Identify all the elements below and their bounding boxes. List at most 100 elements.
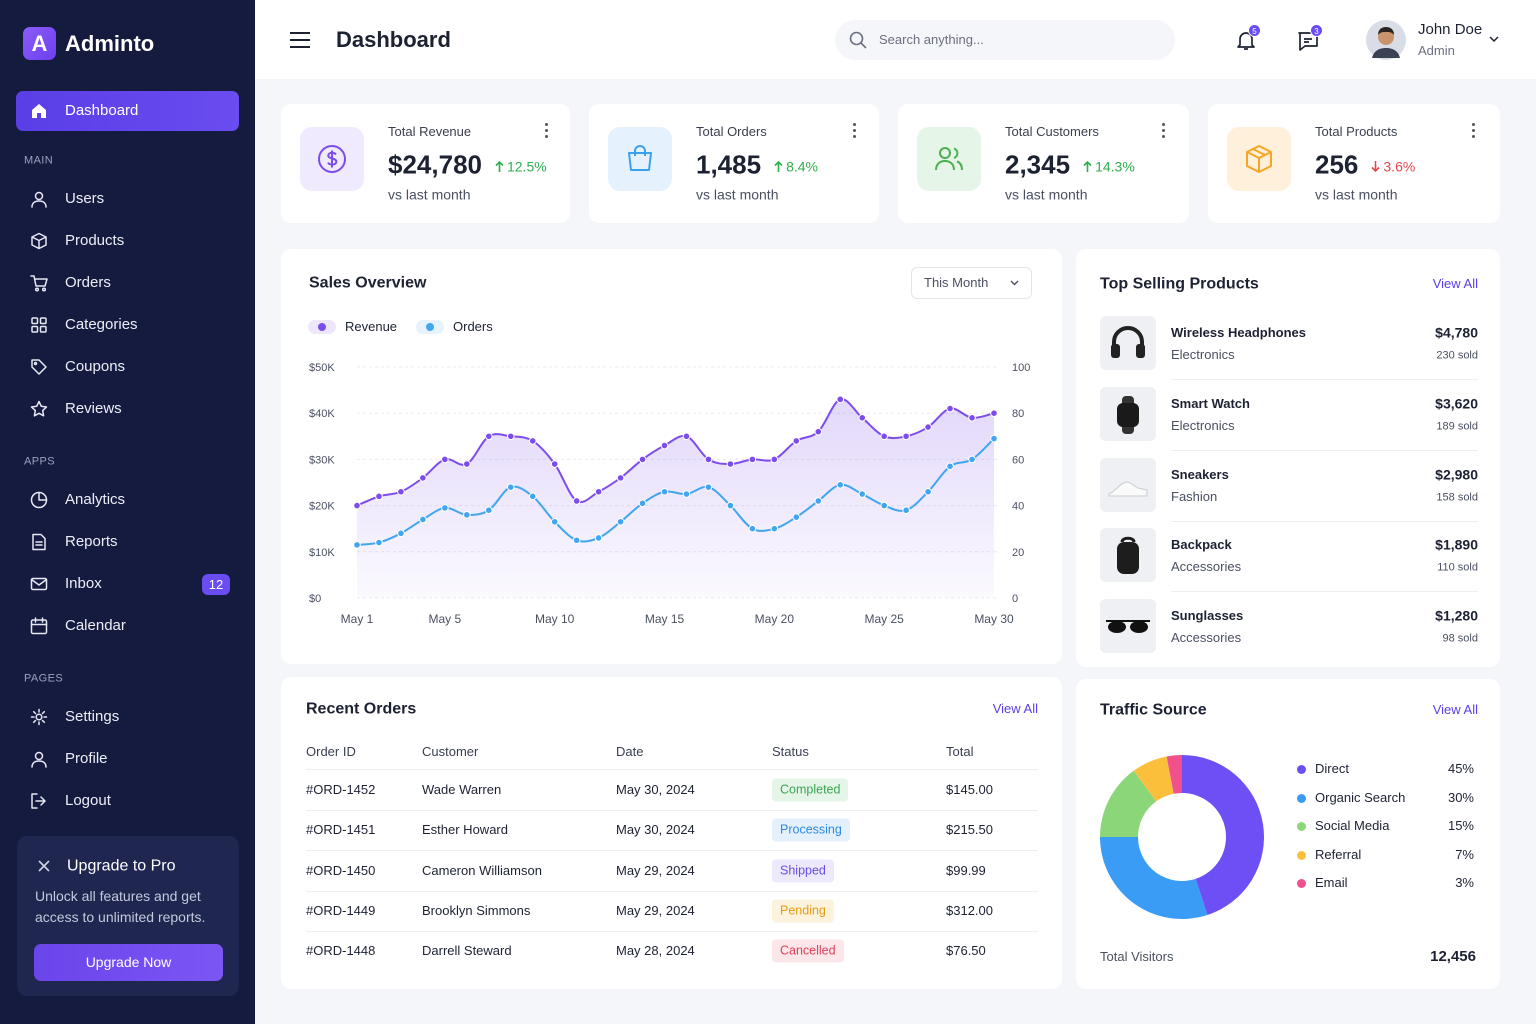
stat-change: 3.6% — [1383, 158, 1416, 175]
data-point — [397, 487, 405, 496]
data-point — [880, 501, 888, 510]
nav-item[interactable]: Reviews — [16, 389, 239, 429]
stat-icon — [608, 127, 672, 191]
stat-value: $24,780 — [388, 149, 482, 180]
x-tick-label: May 15 — [645, 612, 685, 626]
nav-icon — [31, 191, 47, 208]
nav-item[interactable]: Profile — [16, 739, 239, 779]
nav-item[interactable]: Logout — [16, 781, 239, 821]
revenue-area — [357, 399, 994, 598]
nav-item[interactable]: Analytics — [16, 480, 239, 520]
data-point — [990, 434, 998, 443]
legend-value: 3% — [1455, 875, 1474, 891]
view-all-link[interactable]: View All — [1432, 702, 1478, 718]
card-menu[interactable] — [853, 123, 857, 139]
nav-icon — [30, 275, 48, 292]
data-point — [572, 536, 581, 545]
sidebar: A Adminto Dashboard MAIN Users Products Orders… — [0, 0, 255, 1024]
data-point — [353, 541, 361, 549]
y-tick-label: $20K — [309, 501, 335, 513]
trend-arrow — [495, 161, 504, 172]
column-header: Customer — [422, 744, 479, 760]
data-point — [550, 460, 559, 468]
card-menu[interactable] — [545, 123, 549, 139]
data-point — [638, 499, 647, 508]
nav-item[interactable]: Orders — [16, 263, 239, 303]
product-image — [1100, 528, 1156, 583]
status-pill: Pending — [772, 899, 834, 923]
donut-segment — [1100, 837, 1208, 919]
data-point — [704, 455, 713, 464]
divider — [1171, 591, 1478, 593]
message-badge[interactable]: 3 — [1310, 24, 1323, 37]
traffic-source-card: Traffic Source View All Direct 45% Organic S… — [1076, 679, 1500, 989]
period-dropdown[interactable]: This Month — [911, 267, 1032, 299]
nav-item[interactable]: Products — [16, 221, 239, 261]
legend-dot — [1297, 850, 1306, 860]
nav-item[interactable]: Coupons — [16, 347, 239, 387]
data-point — [726, 501, 735, 510]
total-label: Total Visitors — [1100, 949, 1174, 965]
view-all-link[interactable]: View All — [1432, 276, 1478, 292]
divider — [1171, 379, 1478, 380]
nav-item-active[interactable]: Dashboard — [16, 91, 239, 131]
data-point — [902, 506, 910, 515]
product-category: Accessories — [1171, 559, 1242, 575]
data-point — [748, 524, 757, 533]
dropdown-label: This Month — [924, 275, 989, 291]
status-pill: Processing — [772, 818, 850, 842]
product-image — [1100, 457, 1156, 512]
card-menu[interactable] — [1472, 123, 1476, 139]
y-tick-label: $10K — [309, 547, 335, 559]
nav-item[interactable]: Settings — [16, 697, 239, 737]
y2-tick-label: 0 — [1012, 593, 1018, 605]
chart-title: Sales Overview — [309, 274, 427, 292]
table-cell: #ORD-1449 — [306, 903, 376, 919]
upgrade-text: Unlock all features and get access to un… — [35, 888, 206, 925]
nav-item[interactable]: Reports — [16, 522, 239, 562]
card-menu[interactable] — [1162, 123, 1166, 139]
product-revenue: $4,780 — [1435, 324, 1478, 341]
table-cell: $145.00 — [946, 782, 993, 798]
divider — [306, 769, 1038, 770]
donut-segment — [1133, 756, 1174, 802]
product-category: Electronics — [1171, 418, 1235, 433]
stat-label: Total Products — [1315, 124, 1398, 140]
nav-item[interactable]: Users — [16, 179, 239, 219]
status-pill: Cancelled — [772, 939, 844, 963]
data-point — [792, 513, 801, 521]
user-avatar — [1366, 20, 1406, 60]
nav-item[interactable]: Calendar — [16, 606, 239, 646]
data-point — [946, 462, 954, 471]
data-point — [441, 504, 449, 512]
nav-label: Users — [65, 190, 105, 207]
trend-arrow — [1371, 161, 1380, 172]
table-cell: $76.50 — [946, 943, 986, 959]
nav-icon — [30, 708, 48, 726]
product-category: Accessories — [1171, 630, 1242, 646]
stat-icon — [300, 127, 364, 191]
section-title: Top Selling Products — [1100, 275, 1259, 293]
search-box[interactable] — [835, 20, 1175, 60]
legend-label: Orders — [453, 319, 493, 335]
data-point — [836, 395, 845, 404]
upgrade-box: Upgrade to Pro Unlock all features and ge… — [17, 836, 239, 996]
user-role: Admin — [1418, 43, 1455, 59]
notification-badge[interactable]: 5 — [1248, 24, 1261, 37]
donut-segment — [1100, 770, 1157, 837]
x-tick-label: May 1 — [341, 612, 374, 626]
legend-value: 7% — [1455, 847, 1474, 862]
nav-item[interactable]: Inbox 12 — [16, 564, 239, 604]
data-point — [748, 455, 757, 464]
data-point — [375, 492, 383, 501]
data-point — [968, 455, 976, 464]
upgrade-button[interactable]: Upgrade Now — [34, 944, 223, 981]
data-point — [924, 487, 932, 496]
x-tick-label: May 30 — [974, 612, 1014, 626]
view-all-link[interactable]: View All — [992, 701, 1038, 717]
data-point — [792, 437, 801, 445]
nav-section-label: APPS — [24, 455, 55, 468]
nav-item[interactable]: Categories — [16, 305, 239, 345]
legend-dot — [1297, 879, 1306, 889]
divider — [1171, 449, 1478, 451]
